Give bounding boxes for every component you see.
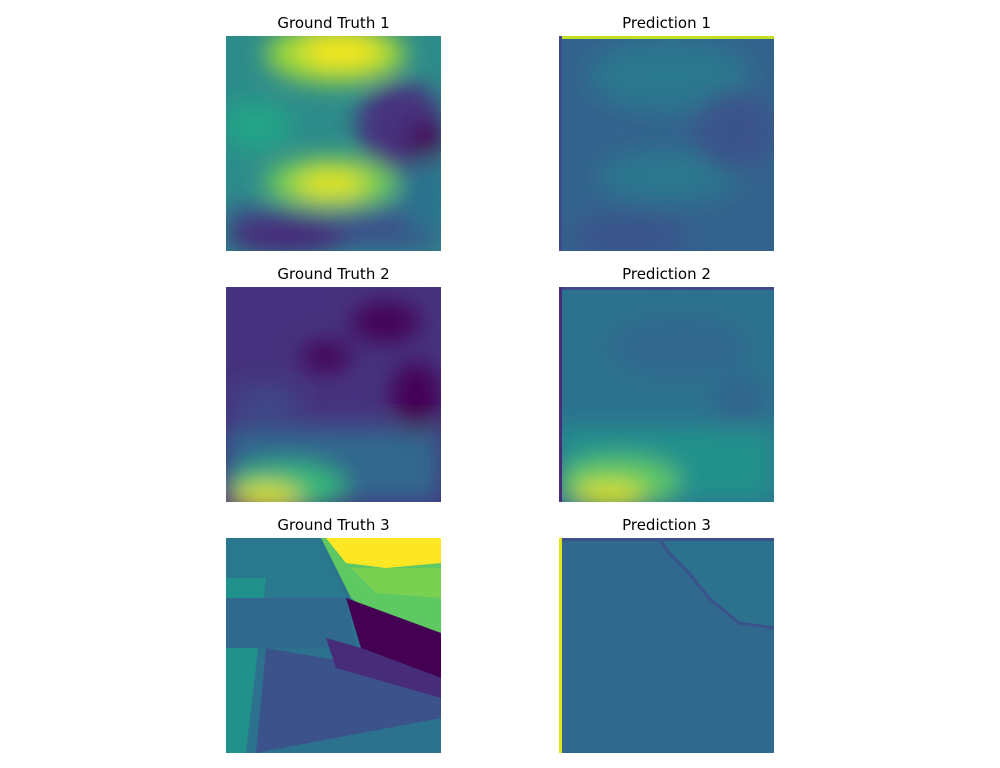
heatmap-image [226,287,441,502]
heatmap-image [559,36,774,251]
heatmap-image [559,287,774,502]
panel-title: Prediction 3 [622,516,711,534]
heatmap-image [226,36,441,251]
heatmap-image [226,538,441,753]
panel-title: Ground Truth 1 [277,14,390,32]
panel-title: Ground Truth 3 [277,516,390,534]
panel-title: Ground Truth 2 [277,265,390,283]
panel-title: Prediction 2 [622,265,711,283]
panel-title: Prediction 1 [622,14,711,32]
heatmap-image [559,538,774,753]
